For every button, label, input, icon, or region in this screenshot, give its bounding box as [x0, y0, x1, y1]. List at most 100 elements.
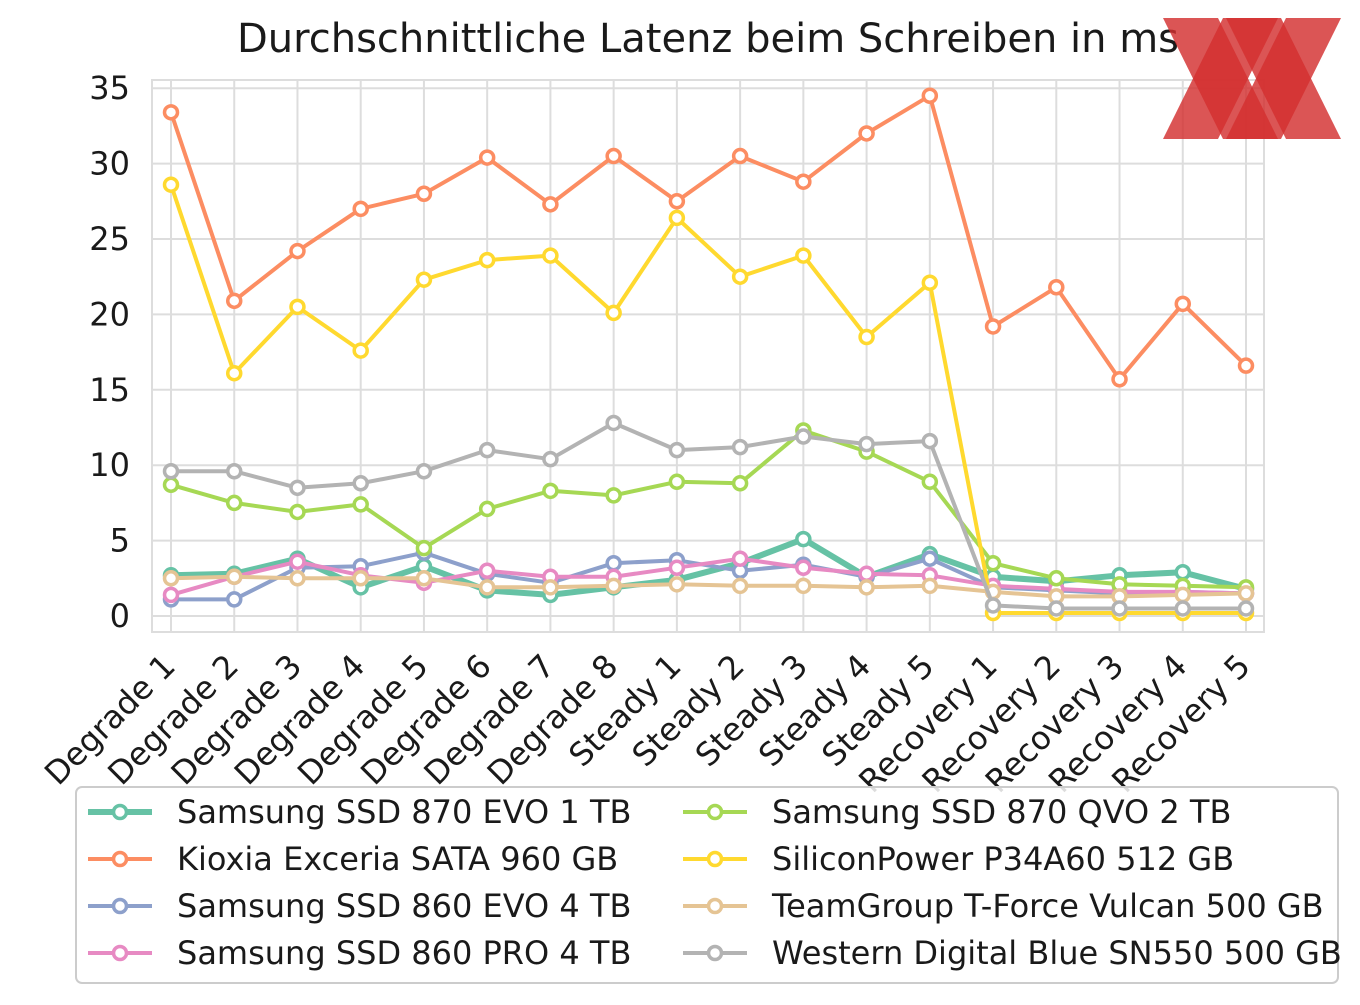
data-point [1048, 570, 1065, 587]
data-point [289, 570, 306, 587]
y-tick-label: 5 [110, 522, 130, 560]
data-point [478, 441, 496, 459]
data-point [668, 441, 686, 459]
data-point [858, 579, 875, 596]
legend: Samsung SSD 870 EVO 1 TB Kioxia Exceria S… [75, 786, 1342, 984]
data-point [858, 435, 875, 453]
watermark-logo [1163, 18, 1341, 139]
data-point [731, 147, 749, 165]
data-point [542, 247, 559, 264]
data-point [668, 576, 686, 593]
series [162, 414, 1255, 617]
plot-frame [151, 79, 1265, 633]
data-point [795, 577, 812, 595]
legend-item: Western Digital Blue SN550 500 GB [683, 934, 1342, 972]
data-point [1237, 600, 1255, 617]
data-point [478, 149, 496, 166]
y-tick-label: 25 [89, 220, 130, 258]
series-line [169, 556, 1248, 597]
data-point [605, 304, 622, 322]
data-point [352, 342, 369, 359]
legend-box [75, 786, 1339, 984]
data-point [921, 432, 939, 450]
data-point [352, 475, 369, 492]
legend-marker [706, 897, 724, 915]
legend-item: Samsung SSD 860 EVO 4 TB [88, 887, 631, 925]
data-point [162, 570, 180, 587]
data-point [289, 503, 306, 521]
data-point [162, 104, 180, 121]
data-point [1174, 295, 1192, 313]
data-point [1237, 357, 1255, 374]
data-point [1111, 370, 1128, 388]
data-point [1111, 600, 1128, 617]
data-point [731, 268, 749, 285]
data-point [225, 292, 243, 310]
y-axis-ticks: 0 5 10 15 20 25 30 35 [89, 69, 130, 635]
legend-item: Samsung SSD 870 EVO 1 TB [88, 793, 631, 831]
data-point [352, 200, 369, 218]
grid-lines [152, 80, 1264, 632]
legend-label: Samsung SSD 870 EVO 1 TB [177, 793, 631, 831]
data-point [921, 274, 939, 291]
data-point [921, 87, 939, 104]
data-point [858, 125, 875, 142]
data-point [542, 482, 559, 500]
series [162, 568, 1255, 605]
legend-label: TeamGroup T-Force Vulcan 500 GB [771, 887, 1324, 925]
series-line [169, 93, 1248, 382]
plot-border [151, 79, 1265, 633]
data-point [1237, 585, 1255, 602]
data-point [225, 568, 243, 586]
data-point [795, 247, 812, 264]
data-point [921, 473, 939, 491]
data-point [289, 479, 306, 497]
data-point [858, 565, 875, 583]
data-point [731, 577, 749, 595]
legend-label: SiliconPower P34A60 512 GB [772, 840, 1234, 878]
series-line [169, 574, 1248, 599]
data-point [605, 487, 622, 504]
series-line [169, 182, 1248, 615]
data-point [731, 475, 749, 492]
legend-item: TeamGroup T-Force Vulcan 500 GB [683, 887, 1324, 925]
data-point [795, 559, 812, 576]
legend-marker [111, 850, 129, 868]
data-point [415, 539, 433, 557]
data-point [478, 562, 496, 580]
y-tick-label: 15 [89, 371, 130, 409]
legend-marker [706, 850, 724, 868]
data-point [352, 570, 369, 587]
legend-label: Samsung SSD 870 QVO 2 TB [772, 793, 1231, 831]
data-point [984, 597, 1002, 614]
legend-item: Kioxia Exceria SATA 960 GB [88, 840, 618, 878]
data-point [605, 414, 622, 432]
data-point [478, 251, 496, 269]
y-tick-label: 30 [89, 145, 130, 183]
legend-marker [111, 803, 129, 821]
y-tick-label: 35 [89, 69, 130, 107]
data-point [225, 591, 243, 608]
data-point [162, 176, 180, 193]
data-point [795, 173, 812, 190]
data-point [1174, 564, 1192, 581]
data-point [731, 438, 749, 456]
series-line [169, 421, 1248, 611]
data-point [162, 462, 180, 480]
data-point [542, 579, 559, 596]
data-point [289, 553, 306, 570]
data-point [731, 550, 749, 567]
data-point [225, 494, 243, 512]
data-point [795, 428, 812, 445]
y-tick-label: 10 [89, 446, 130, 484]
legend-label: Kioxia Exceria SATA 960 GB [177, 840, 618, 878]
legend-marker [706, 803, 724, 821]
data-point [668, 559, 686, 576]
data-point [858, 328, 875, 346]
data-point [1174, 586, 1192, 604]
data-point [415, 271, 433, 288]
legend-item: Samsung SSD 860 PRO 4 TB [88, 934, 631, 972]
y-tick-label: 20 [89, 295, 130, 333]
